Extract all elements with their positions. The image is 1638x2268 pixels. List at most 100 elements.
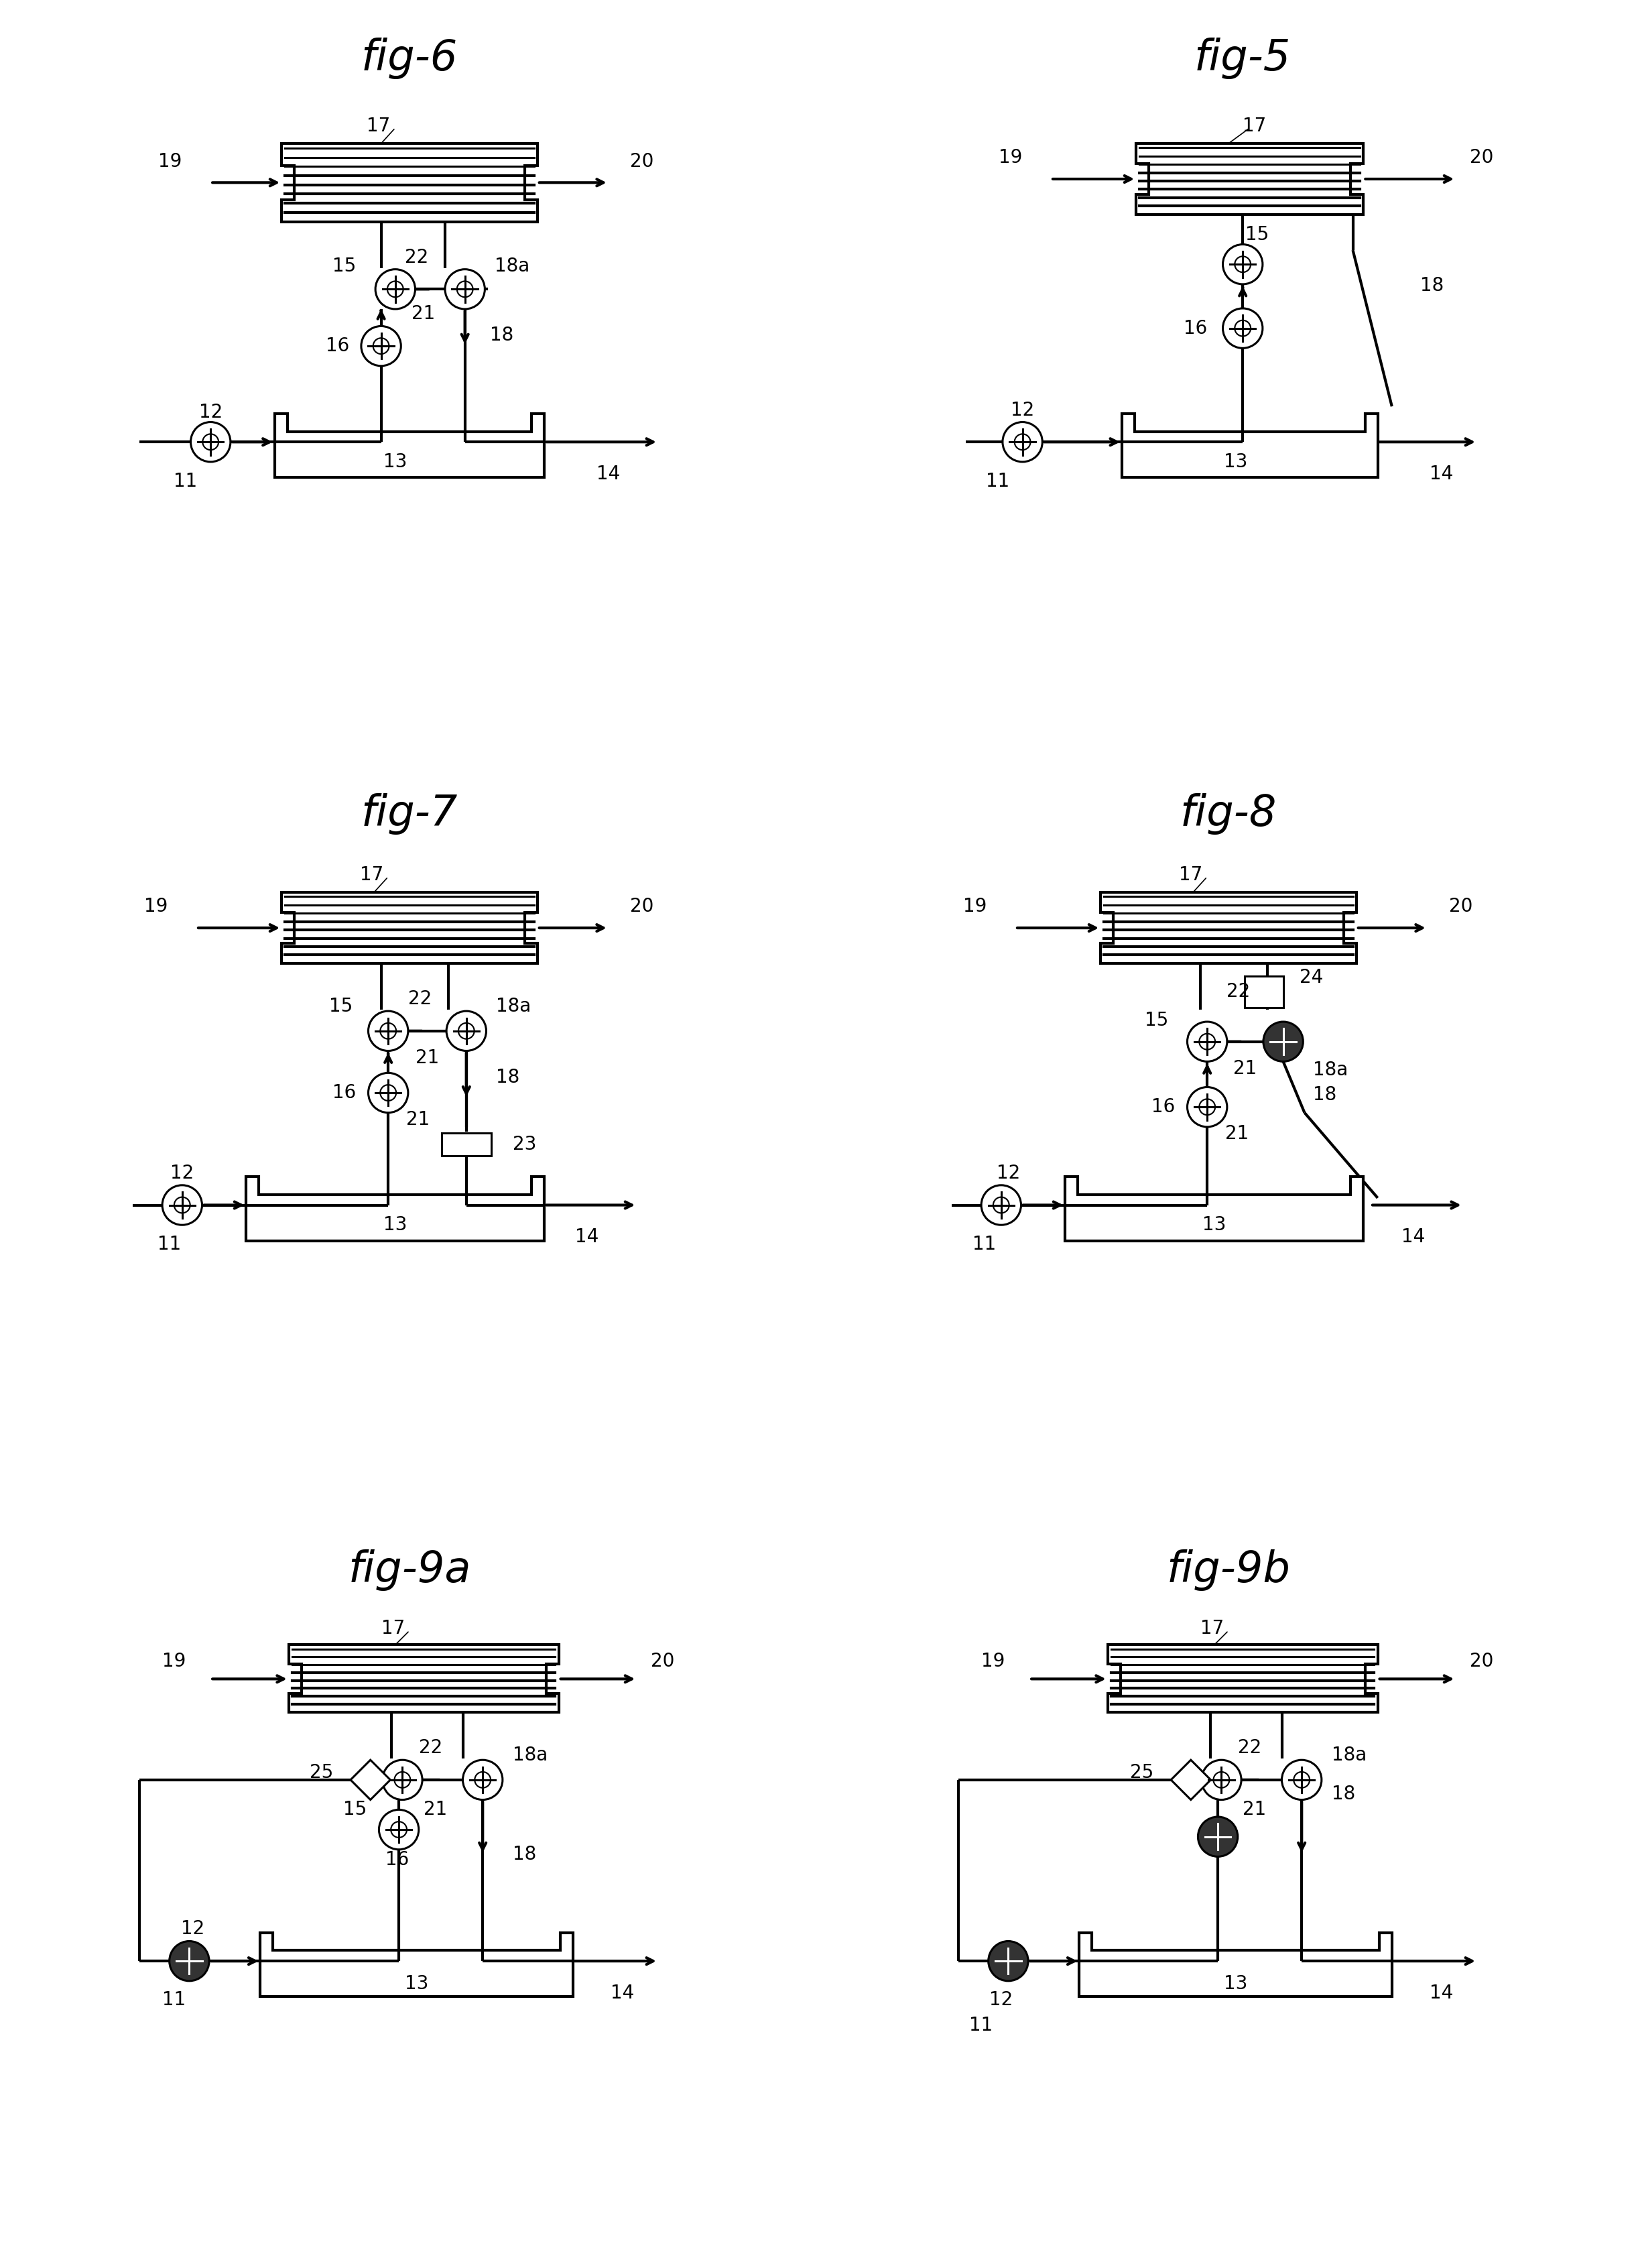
Polygon shape bbox=[1101, 891, 1356, 964]
Text: 25: 25 bbox=[1130, 1762, 1153, 1783]
Text: 24: 24 bbox=[1299, 968, 1324, 987]
Polygon shape bbox=[1079, 1932, 1392, 1996]
Text: 15: 15 bbox=[333, 256, 355, 277]
Text: 19: 19 bbox=[999, 147, 1022, 168]
Circle shape bbox=[375, 270, 414, 308]
Text: 21: 21 bbox=[406, 1111, 429, 1129]
Text: 20: 20 bbox=[650, 1651, 675, 1672]
Circle shape bbox=[1188, 1021, 1227, 1061]
Text: 21: 21 bbox=[416, 1048, 439, 1068]
Circle shape bbox=[446, 270, 485, 308]
Text: 18a: 18a bbox=[495, 256, 529, 277]
Text: 21: 21 bbox=[411, 304, 434, 324]
Text: 13: 13 bbox=[405, 1975, 429, 1994]
Text: 21: 21 bbox=[1225, 1125, 1248, 1143]
Polygon shape bbox=[260, 1932, 573, 1996]
Circle shape bbox=[981, 1186, 1020, 1225]
Text: 18a: 18a bbox=[1314, 1061, 1348, 1080]
Polygon shape bbox=[1171, 1760, 1210, 1801]
Text: fig-9b: fig-9b bbox=[1166, 1549, 1291, 1590]
Bar bbox=[442, 1134, 491, 1157]
Text: 12: 12 bbox=[1011, 401, 1034, 420]
Text: 11: 11 bbox=[157, 1234, 180, 1254]
Text: 20: 20 bbox=[1469, 147, 1494, 168]
Circle shape bbox=[1197, 1817, 1238, 1857]
Circle shape bbox=[988, 1941, 1029, 1980]
Text: 14: 14 bbox=[1430, 1984, 1453, 2003]
Circle shape bbox=[1202, 1760, 1242, 1801]
Circle shape bbox=[464, 1760, 503, 1801]
Text: fig-7: fig-7 bbox=[360, 794, 459, 835]
Text: 15: 15 bbox=[329, 996, 352, 1016]
Text: fig-8: fig-8 bbox=[1179, 794, 1278, 835]
Circle shape bbox=[369, 1073, 408, 1114]
Text: 11: 11 bbox=[162, 1991, 185, 2009]
Circle shape bbox=[1188, 1086, 1227, 1127]
Polygon shape bbox=[1137, 143, 1363, 215]
Text: 14: 14 bbox=[596, 465, 621, 483]
Text: 15: 15 bbox=[1245, 225, 1269, 245]
Text: 17: 17 bbox=[367, 116, 390, 136]
Text: 11: 11 bbox=[174, 472, 198, 490]
Text: 14: 14 bbox=[575, 1227, 600, 1247]
Polygon shape bbox=[275, 413, 544, 479]
Text: 18: 18 bbox=[1332, 1785, 1355, 1803]
Text: 11: 11 bbox=[986, 472, 1009, 490]
Text: 16: 16 bbox=[333, 1084, 355, 1102]
Text: 14: 14 bbox=[1402, 1227, 1425, 1247]
Text: 18: 18 bbox=[490, 327, 513, 345]
Text: 22: 22 bbox=[1238, 1740, 1261, 1758]
Text: 15: 15 bbox=[344, 1801, 367, 1819]
Text: 21: 21 bbox=[424, 1801, 447, 1819]
Circle shape bbox=[362, 327, 401, 365]
Text: 13: 13 bbox=[1202, 1216, 1227, 1234]
Circle shape bbox=[162, 1186, 201, 1225]
Text: 12: 12 bbox=[996, 1163, 1020, 1182]
Text: 22: 22 bbox=[1227, 982, 1250, 1000]
Circle shape bbox=[383, 1760, 423, 1801]
Circle shape bbox=[1283, 1760, 1322, 1801]
Text: 18a: 18a bbox=[496, 996, 531, 1016]
Polygon shape bbox=[282, 891, 537, 964]
Polygon shape bbox=[282, 143, 537, 222]
Polygon shape bbox=[246, 1177, 544, 1241]
Text: 16: 16 bbox=[1184, 320, 1207, 338]
Text: 18: 18 bbox=[496, 1068, 519, 1086]
Text: 17: 17 bbox=[1179, 864, 1202, 885]
Circle shape bbox=[169, 1941, 210, 1980]
Circle shape bbox=[378, 1810, 419, 1848]
Text: 19: 19 bbox=[981, 1651, 1004, 1672]
Text: 16: 16 bbox=[1152, 1098, 1174, 1116]
Text: 17: 17 bbox=[382, 1619, 405, 1637]
Text: 11: 11 bbox=[973, 1234, 996, 1254]
Text: 18a: 18a bbox=[1332, 1746, 1366, 1765]
Text: 23: 23 bbox=[513, 1136, 536, 1154]
Text: fig-5: fig-5 bbox=[1194, 39, 1291, 79]
Text: 25: 25 bbox=[310, 1762, 334, 1783]
Text: 20: 20 bbox=[629, 898, 654, 916]
Text: 16: 16 bbox=[326, 336, 349, 356]
Text: fig-9a: fig-9a bbox=[347, 1549, 472, 1590]
Text: 13: 13 bbox=[383, 454, 408, 472]
Text: 21: 21 bbox=[1233, 1059, 1256, 1077]
Text: 12: 12 bbox=[182, 1919, 205, 1939]
Text: 18a: 18a bbox=[513, 1746, 547, 1765]
Polygon shape bbox=[1122, 413, 1378, 479]
Text: 12: 12 bbox=[198, 404, 223, 422]
Text: 17: 17 bbox=[1201, 1619, 1224, 1637]
Circle shape bbox=[190, 422, 231, 463]
Bar bbox=[1245, 975, 1284, 1007]
Text: 18: 18 bbox=[1420, 277, 1445, 295]
Text: 20: 20 bbox=[1469, 1651, 1494, 1672]
Text: 21: 21 bbox=[1243, 1801, 1266, 1819]
Text: 19: 19 bbox=[159, 152, 182, 170]
Polygon shape bbox=[1107, 1644, 1378, 1712]
Text: 20: 20 bbox=[629, 152, 654, 170]
Circle shape bbox=[1224, 308, 1263, 349]
Circle shape bbox=[1224, 245, 1263, 284]
Circle shape bbox=[1002, 422, 1042, 463]
Text: 20: 20 bbox=[1448, 898, 1473, 916]
Text: 17: 17 bbox=[1243, 116, 1266, 136]
Text: 18: 18 bbox=[513, 1846, 536, 1864]
Text: 13: 13 bbox=[1224, 454, 1248, 472]
